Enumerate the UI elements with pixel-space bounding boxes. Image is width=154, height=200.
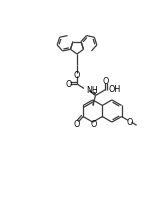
Text: O: O xyxy=(74,71,80,80)
Text: OH: OH xyxy=(109,85,121,94)
Text: O: O xyxy=(127,117,133,126)
Text: O: O xyxy=(91,119,97,128)
Text: NH: NH xyxy=(86,86,98,95)
Text: O: O xyxy=(65,80,72,89)
Text: O: O xyxy=(102,77,108,86)
Text: O: O xyxy=(74,120,80,129)
